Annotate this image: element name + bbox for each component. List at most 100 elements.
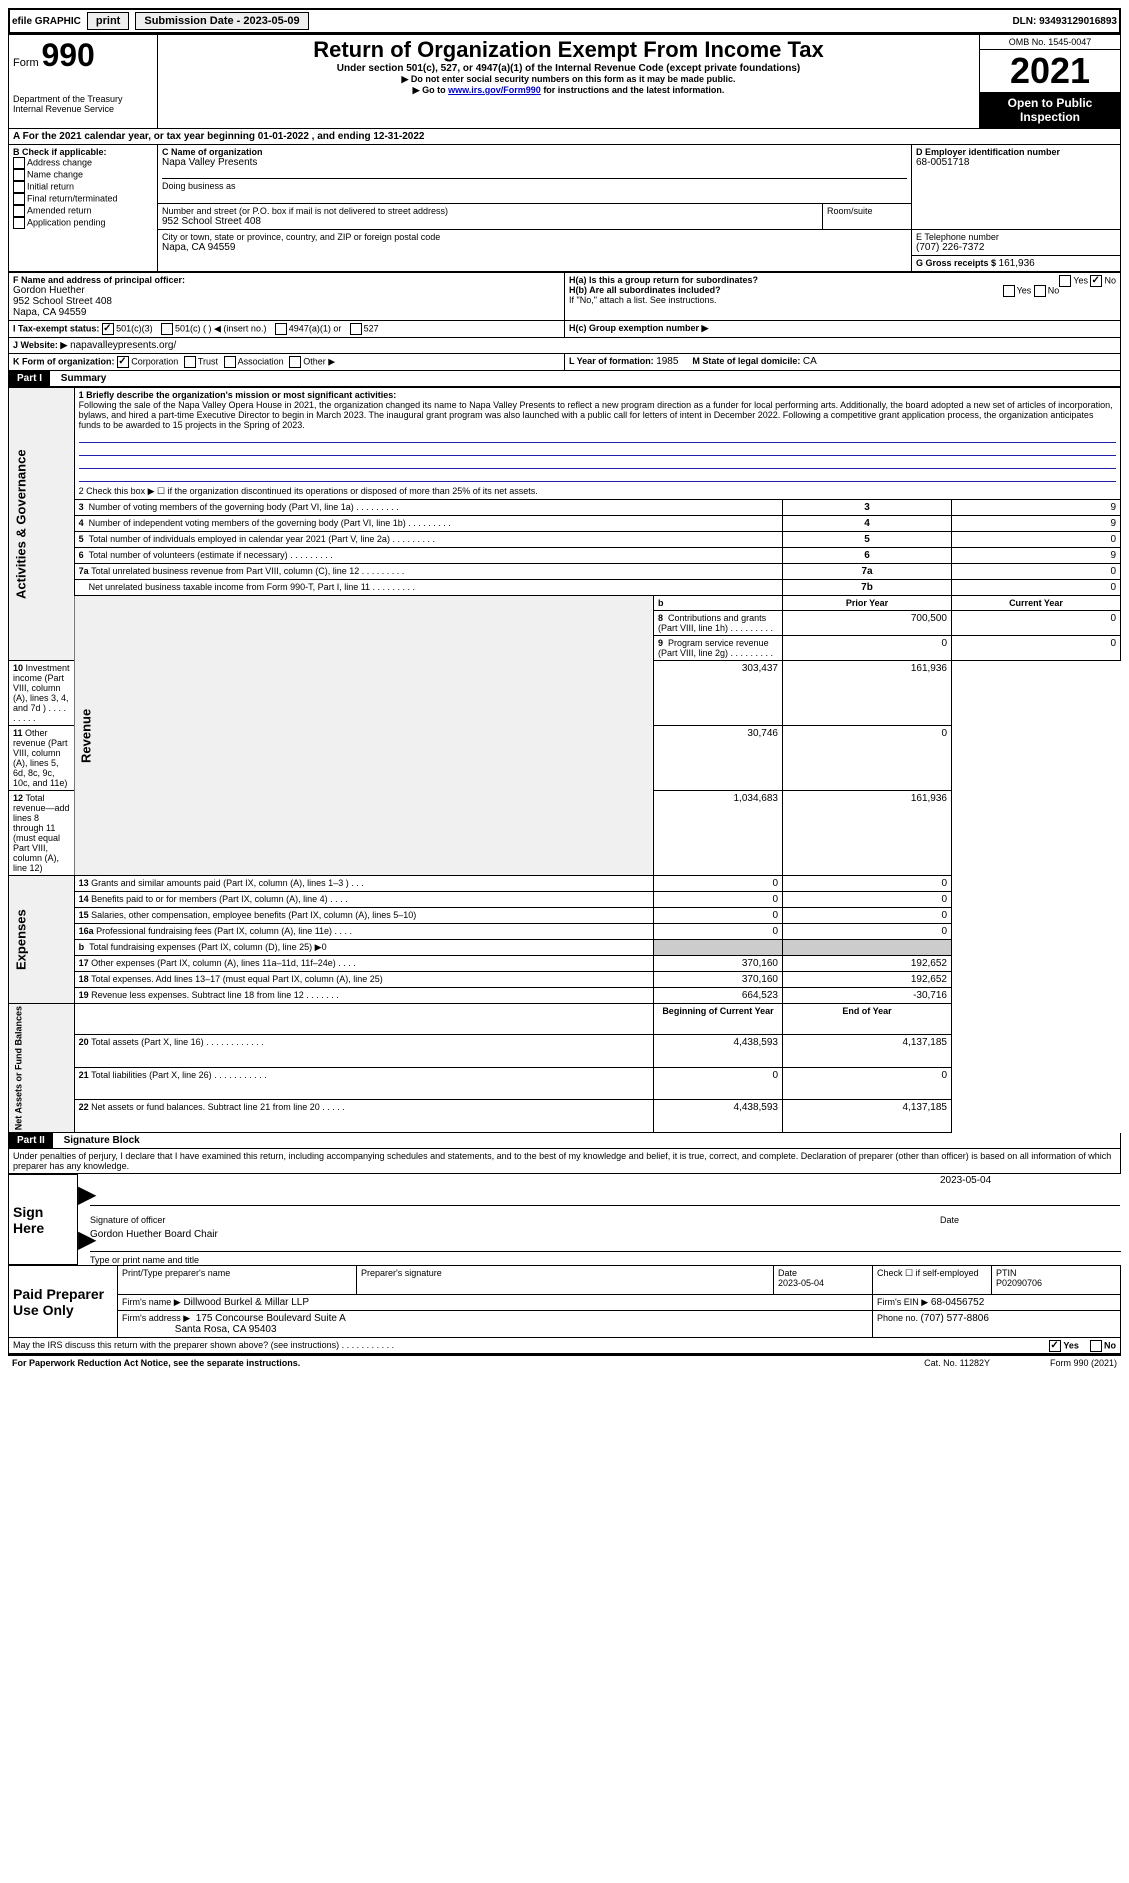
firm-addr2: Santa Rosa, CA 95403 <box>175 1324 277 1335</box>
m-label: M State of legal domicile: <box>692 356 803 366</box>
header-table: Form 990 Department of the Treasury Inte… <box>8 34 1121 129</box>
paid-preparer: Paid Preparer Use Only <box>9 1266 118 1338</box>
self-emp: Check ☐ if self-employed <box>877 1268 987 1279</box>
row-14: 14 Benefits paid to or for members (Part… <box>9 892 1121 908</box>
sig-officer-label: Signature of officer <box>90 1215 940 1225</box>
ha-yes[interactable] <box>1059 275 1071 287</box>
c-name-label: C Name of organization <box>162 147 907 157</box>
l2: 2 Check this box ▶ ☐ if the organization… <box>74 484 1120 500</box>
prep-name-label: Print/Type preparer's name <box>122 1268 352 1278</box>
part2-label: Part II <box>9 1133 53 1148</box>
chk-4947[interactable] <box>275 323 287 335</box>
side-revenue: Revenue <box>74 596 653 876</box>
firm-name-label: Firm's name ▶ <box>122 1297 181 1307</box>
chk-name[interactable] <box>13 169 25 181</box>
side-governance: Activities & Governance <box>9 388 75 661</box>
l1-text: Following the sale of the Napa Valley Op… <box>79 400 1116 430</box>
subtitle-1: Under section 501(c), 527, or 4947(a)(1)… <box>162 63 975 74</box>
room-label: Room/suite <box>827 206 907 216</box>
fhi-block: F Name and address of principal officer:… <box>8 272 1121 371</box>
footer: For Paperwork Reduction Act Notice, see … <box>8 1354 1121 1370</box>
website: napavalleypresents.org/ <box>70 340 176 351</box>
sig-date: 2023-05-04 <box>932 1175 1120 1206</box>
ha-no[interactable] <box>1090 275 1102 287</box>
part2-header: Part II Signature Block <box>8 1133 1121 1149</box>
hb-yes[interactable] <box>1003 285 1015 297</box>
chk-amended[interactable] <box>13 205 25 217</box>
e-label: E Telephone number <box>916 232 1116 242</box>
row-5: 5 Total number of individuals employed i… <box>9 532 1121 548</box>
city-label: City or town, state or province, country… <box>162 232 907 242</box>
ptin-label: PTIN <box>996 1268 1116 1278</box>
officer-city: Napa, CA 94559 <box>13 307 560 318</box>
gross-receipts: 161,936 <box>999 258 1035 269</box>
irs: Internal Revenue Service <box>13 104 153 114</box>
j-label: J Website: ▶ <box>13 340 67 350</box>
firm-phone: (707) 577-8806 <box>921 1313 989 1324</box>
ein: 68-0051718 <box>916 157 1116 168</box>
chk-501c[interactable] <box>161 323 173 335</box>
hb-no[interactable] <box>1034 285 1046 297</box>
chk-corp[interactable] <box>117 356 129 368</box>
chk-addr[interactable] <box>13 157 25 169</box>
discuss-yes[interactable] <box>1049 1340 1061 1352</box>
chk-assoc[interactable] <box>224 356 236 368</box>
discuss-no[interactable] <box>1090 1340 1102 1352</box>
i-label: I Tax-exempt status: <box>13 324 99 334</box>
prep-date: 2023-05-04 <box>778 1278 868 1288</box>
officer-name: Gordon Huether <box>13 285 560 296</box>
dba-label: Doing business as <box>162 181 907 191</box>
chk-final[interactable] <box>13 193 25 205</box>
chk-initial[interactable] <box>13 181 25 193</box>
l1-label: 1 Briefly describe the organization's mi… <box>79 390 1116 400</box>
row-7b: Net unrelated business taxable income fr… <box>9 580 1121 596</box>
chk-501c3[interactable] <box>102 323 114 335</box>
prep-sig-label: Preparer's signature <box>361 1268 769 1278</box>
city: Napa, CA 94559 <box>162 242 907 253</box>
summary-table: Activities & Governance 1 Briefly descri… <box>8 387 1121 1133</box>
row-19: 19 Revenue less expenses. Subtract line … <box>9 988 1121 1004</box>
prep-date-label: Date <box>778 1268 868 1278</box>
declaration: Under penalties of perjury, I declare th… <box>8 1149 1121 1174</box>
entity-block: B Check if applicable: Address change Na… <box>8 144 1121 272</box>
discuss-row: May the IRS discuss this return with the… <box>8 1338 1121 1354</box>
firm-ein: 68-0456752 <box>931 1297 984 1308</box>
row-16b: b Total fundraising expenses (Part IX, c… <box>9 940 1121 956</box>
row-3: 3 Number of voting members of the govern… <box>9 500 1121 516</box>
chk-trust[interactable] <box>184 356 196 368</box>
line-a: A For the 2021 calendar year, or tax yea… <box>8 129 1121 144</box>
row-15: 15 Salaries, other compensation, employe… <box>9 908 1121 924</box>
l-label: L Year of formation: <box>569 356 656 366</box>
row-22: 22 Net assets or fund balances. Subtract… <box>9 1100 1121 1133</box>
chk-527[interactable] <box>350 323 362 335</box>
firm-name: Dillwood Burkel & Millar LLP <box>183 1297 309 1308</box>
firm-addr1: 175 Concourse Boulevard Suite A <box>196 1313 346 1324</box>
form990-link[interactable]: www.irs.gov/Form990 <box>448 85 541 95</box>
part2-title: Signature Block <box>56 1135 140 1146</box>
state-domicile: CA <box>803 356 817 367</box>
chk-app-pending[interactable] <box>13 217 25 229</box>
col-end: End of Year <box>783 1004 952 1035</box>
tax-year: 2021 <box>980 50 1120 92</box>
dln: DLN: 93493129016893 <box>1012 16 1117 27</box>
street-label: Number and street (or P.O. box if mail i… <box>162 206 818 216</box>
b-label: B Check if applicable: <box>13 147 153 157</box>
row-20: 20 Total assets (Part X, line 16) . . . … <box>9 1034 1121 1067</box>
row-4: 4 Number of independent voting members o… <box>9 516 1121 532</box>
print-button[interactable]: print <box>87 12 129 30</box>
col-current: Current Year <box>952 596 1121 611</box>
row-21: 21 Total liabilities (Part X, line 26) .… <box>9 1067 1121 1100</box>
k-label: K Form of organization: <box>13 357 115 367</box>
dept-treasury: Department of the Treasury <box>13 94 153 104</box>
open-inspection: Open to Public Inspection <box>980 92 1120 128</box>
f-label: F Name and address of principal officer: <box>13 275 560 285</box>
part1-title: Summary <box>53 373 107 384</box>
hb: H(b) Are all subordinates included? Yes … <box>569 285 1116 295</box>
chk-other[interactable] <box>289 356 301 368</box>
firm-ein-label: Firm's EIN ▶ <box>877 1297 928 1307</box>
type-name-label: Type or print name and title <box>90 1255 199 1265</box>
form-footer: Form 990 (2021) <box>1050 1358 1117 1368</box>
topbar: efile GRAPHIC print Submission Date - 20… <box>8 8 1121 34</box>
year-formation: 1985 <box>656 356 678 367</box>
street: 952 School Street 408 <box>162 216 818 227</box>
